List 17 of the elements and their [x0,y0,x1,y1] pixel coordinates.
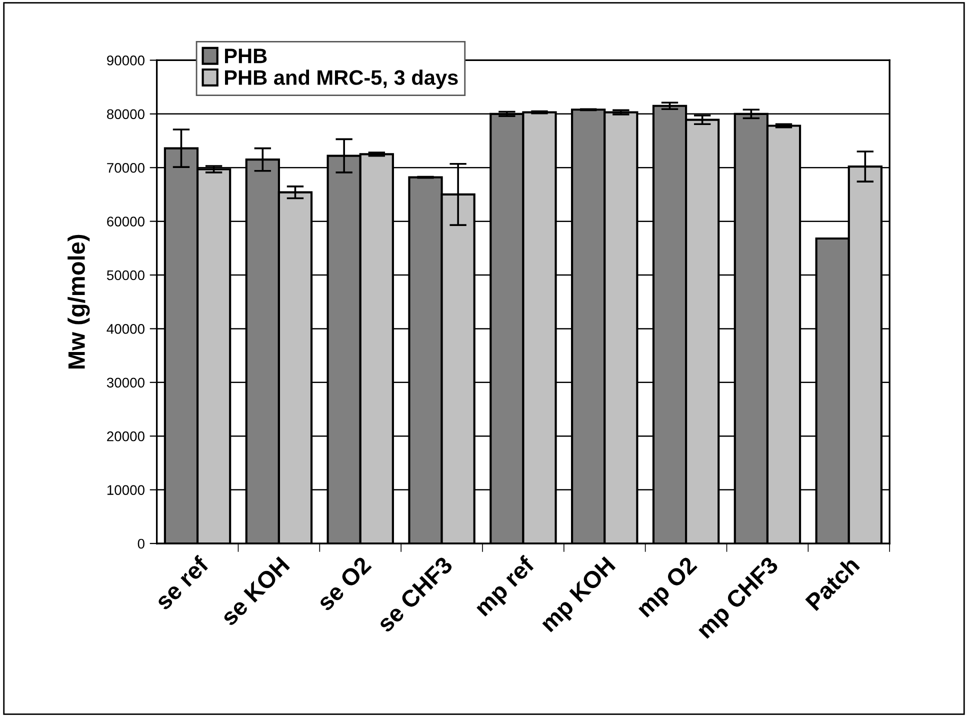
y-tick-label: 90000 [107,56,144,66]
y-axis-title: Mw (g/mole) [68,234,90,368]
x-tick-label: se O2 [316,556,372,612]
y-tick-label: 0 [138,538,144,549]
y-tick-label: 80000 [106,109,144,120]
y-tick-label: 30000 [106,378,144,388]
y-tick-label: 50000 [106,270,144,280]
legend-label: PHB [225,48,267,64]
x-tick-label: se ref [154,554,210,611]
y-tick-label: 20000 [107,431,144,442]
x-tick-label: mp ref [473,554,539,620]
y-tick-label: 70000 [107,162,144,173]
legend-label: PHB and MRC-5, 3 days [225,70,458,90]
y-tick-label: 40000 [106,324,144,334]
y-tick-label: 60000 [107,216,144,226]
x-tick-label: mp O2 [638,556,698,618]
y-tick-label: 10000 [107,485,144,495]
